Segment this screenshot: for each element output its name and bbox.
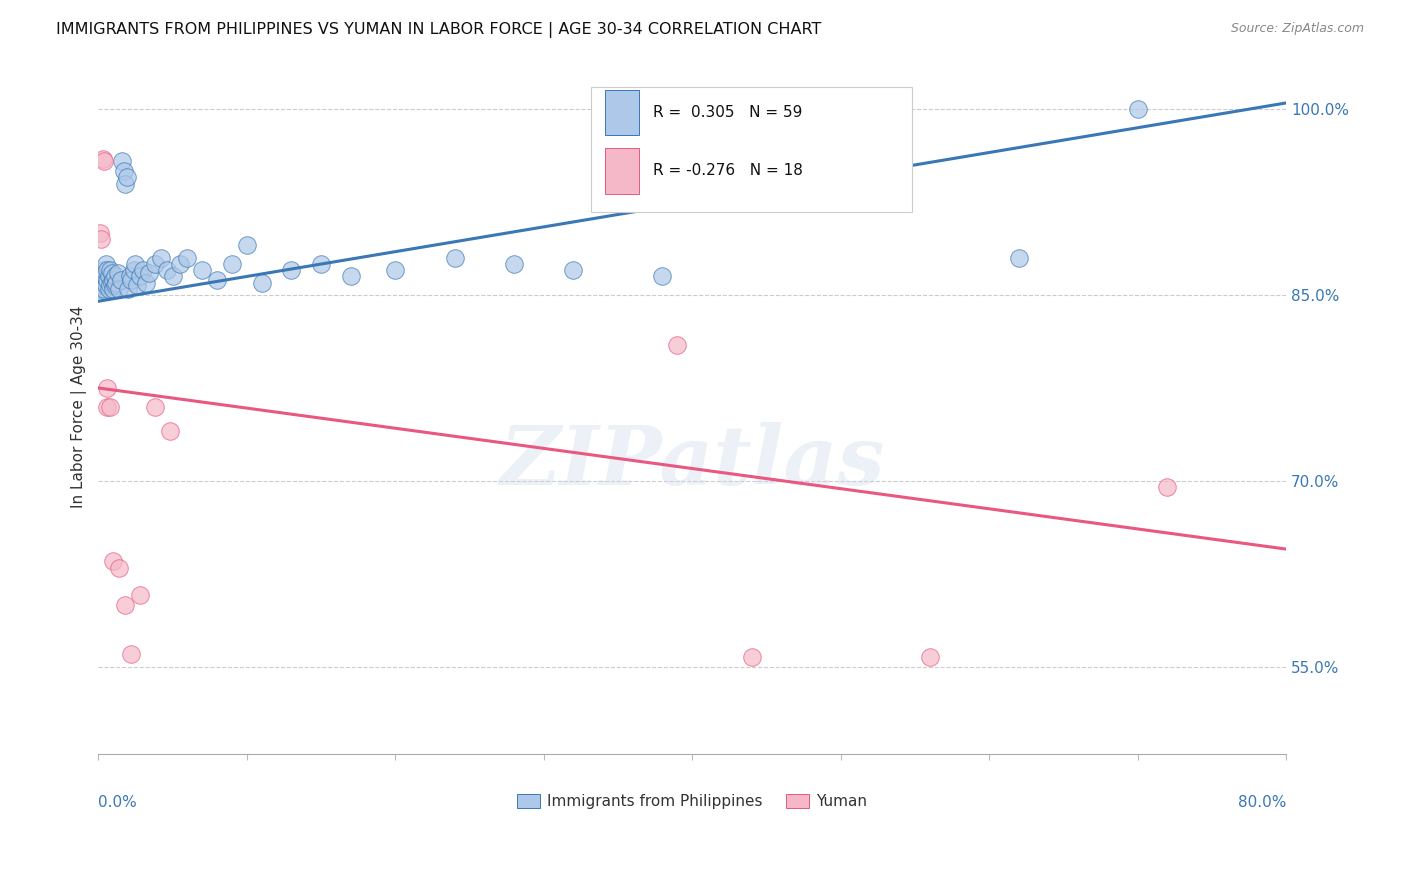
Point — [94, 257, 117, 271]
Point — [236, 238, 259, 252]
Point — [114, 177, 136, 191]
Point — [122, 263, 145, 277]
Point — [108, 560, 131, 574]
Point — [115, 170, 138, 185]
Point — [91, 266, 114, 280]
Point — [125, 278, 148, 293]
Point — [149, 251, 172, 265]
Point — [503, 257, 526, 271]
Point — [129, 588, 152, 602]
Point — [1156, 480, 1178, 494]
Point — [918, 649, 941, 664]
Text: IMMIGRANTS FROM PHILIPPINES VS YUMAN IN LABOR FORCE | AGE 30-34 CORRELATION CHAR: IMMIGRANTS FROM PHILIPPINES VS YUMAN IN … — [56, 22, 821, 38]
Point — [89, 226, 111, 240]
Point — [96, 381, 118, 395]
Point — [384, 263, 406, 277]
Point — [169, 257, 191, 271]
Point — [176, 251, 198, 265]
Text: ZIPatlas: ZIPatlas — [499, 422, 884, 502]
Point — [96, 400, 118, 414]
Point — [120, 648, 142, 662]
Point — [96, 263, 118, 277]
Point — [94, 278, 117, 293]
Point — [280, 263, 302, 277]
Point — [110, 273, 132, 287]
Point — [138, 266, 160, 280]
Point — [120, 273, 142, 287]
Point — [90, 278, 112, 293]
Point — [97, 282, 120, 296]
Point — [117, 282, 139, 296]
Point — [221, 257, 243, 271]
Point — [443, 251, 465, 265]
Bar — [606, 148, 638, 194]
Text: Source: ZipAtlas.com: Source: ZipAtlas.com — [1230, 22, 1364, 36]
Point — [124, 257, 146, 271]
Point — [156, 263, 179, 277]
Point — [105, 276, 128, 290]
Point — [143, 257, 166, 271]
Point — [741, 649, 763, 664]
Point — [132, 263, 155, 277]
Point — [191, 263, 214, 277]
Point — [129, 269, 152, 284]
Point — [93, 263, 115, 277]
Legend: Immigrants from Philippines, Yuman: Immigrants from Philippines, Yuman — [510, 788, 873, 815]
Point — [104, 278, 127, 293]
Point — [114, 598, 136, 612]
Point — [135, 276, 157, 290]
Point — [1126, 102, 1149, 116]
Point — [111, 154, 134, 169]
Point — [91, 273, 114, 287]
Point — [118, 269, 141, 284]
Point — [98, 263, 121, 277]
Point — [89, 282, 111, 296]
Point — [143, 400, 166, 414]
Point — [100, 276, 122, 290]
Text: 80.0%: 80.0% — [1237, 795, 1286, 810]
Point — [103, 282, 125, 296]
Text: R = -0.276   N = 18: R = -0.276 N = 18 — [652, 163, 803, 178]
Point — [651, 269, 673, 284]
Bar — [606, 90, 638, 135]
Point — [98, 400, 121, 414]
Point — [1008, 251, 1031, 265]
Point — [96, 273, 118, 287]
Point — [93, 154, 115, 169]
Text: 0.0%: 0.0% — [98, 795, 138, 810]
Point — [112, 164, 135, 178]
Text: R =  0.305   N = 59: R = 0.305 N = 59 — [652, 104, 803, 120]
Point — [250, 276, 273, 290]
Point — [205, 273, 228, 287]
Y-axis label: In Labor Force | Age 30-34: In Labor Force | Age 30-34 — [72, 305, 87, 508]
Point — [103, 554, 125, 568]
Point — [98, 278, 121, 293]
Point — [91, 152, 114, 166]
Point — [107, 266, 129, 280]
Point — [104, 269, 127, 284]
Point — [339, 269, 361, 284]
Point — [100, 266, 122, 280]
Point — [103, 273, 125, 287]
Point — [97, 269, 120, 284]
Point — [108, 282, 131, 296]
Point — [93, 282, 115, 296]
Point — [90, 232, 112, 246]
Point — [159, 425, 181, 439]
Point — [162, 269, 184, 284]
Point — [309, 257, 332, 271]
Point — [666, 337, 689, 351]
Bar — [591, 87, 912, 212]
Point — [562, 263, 585, 277]
